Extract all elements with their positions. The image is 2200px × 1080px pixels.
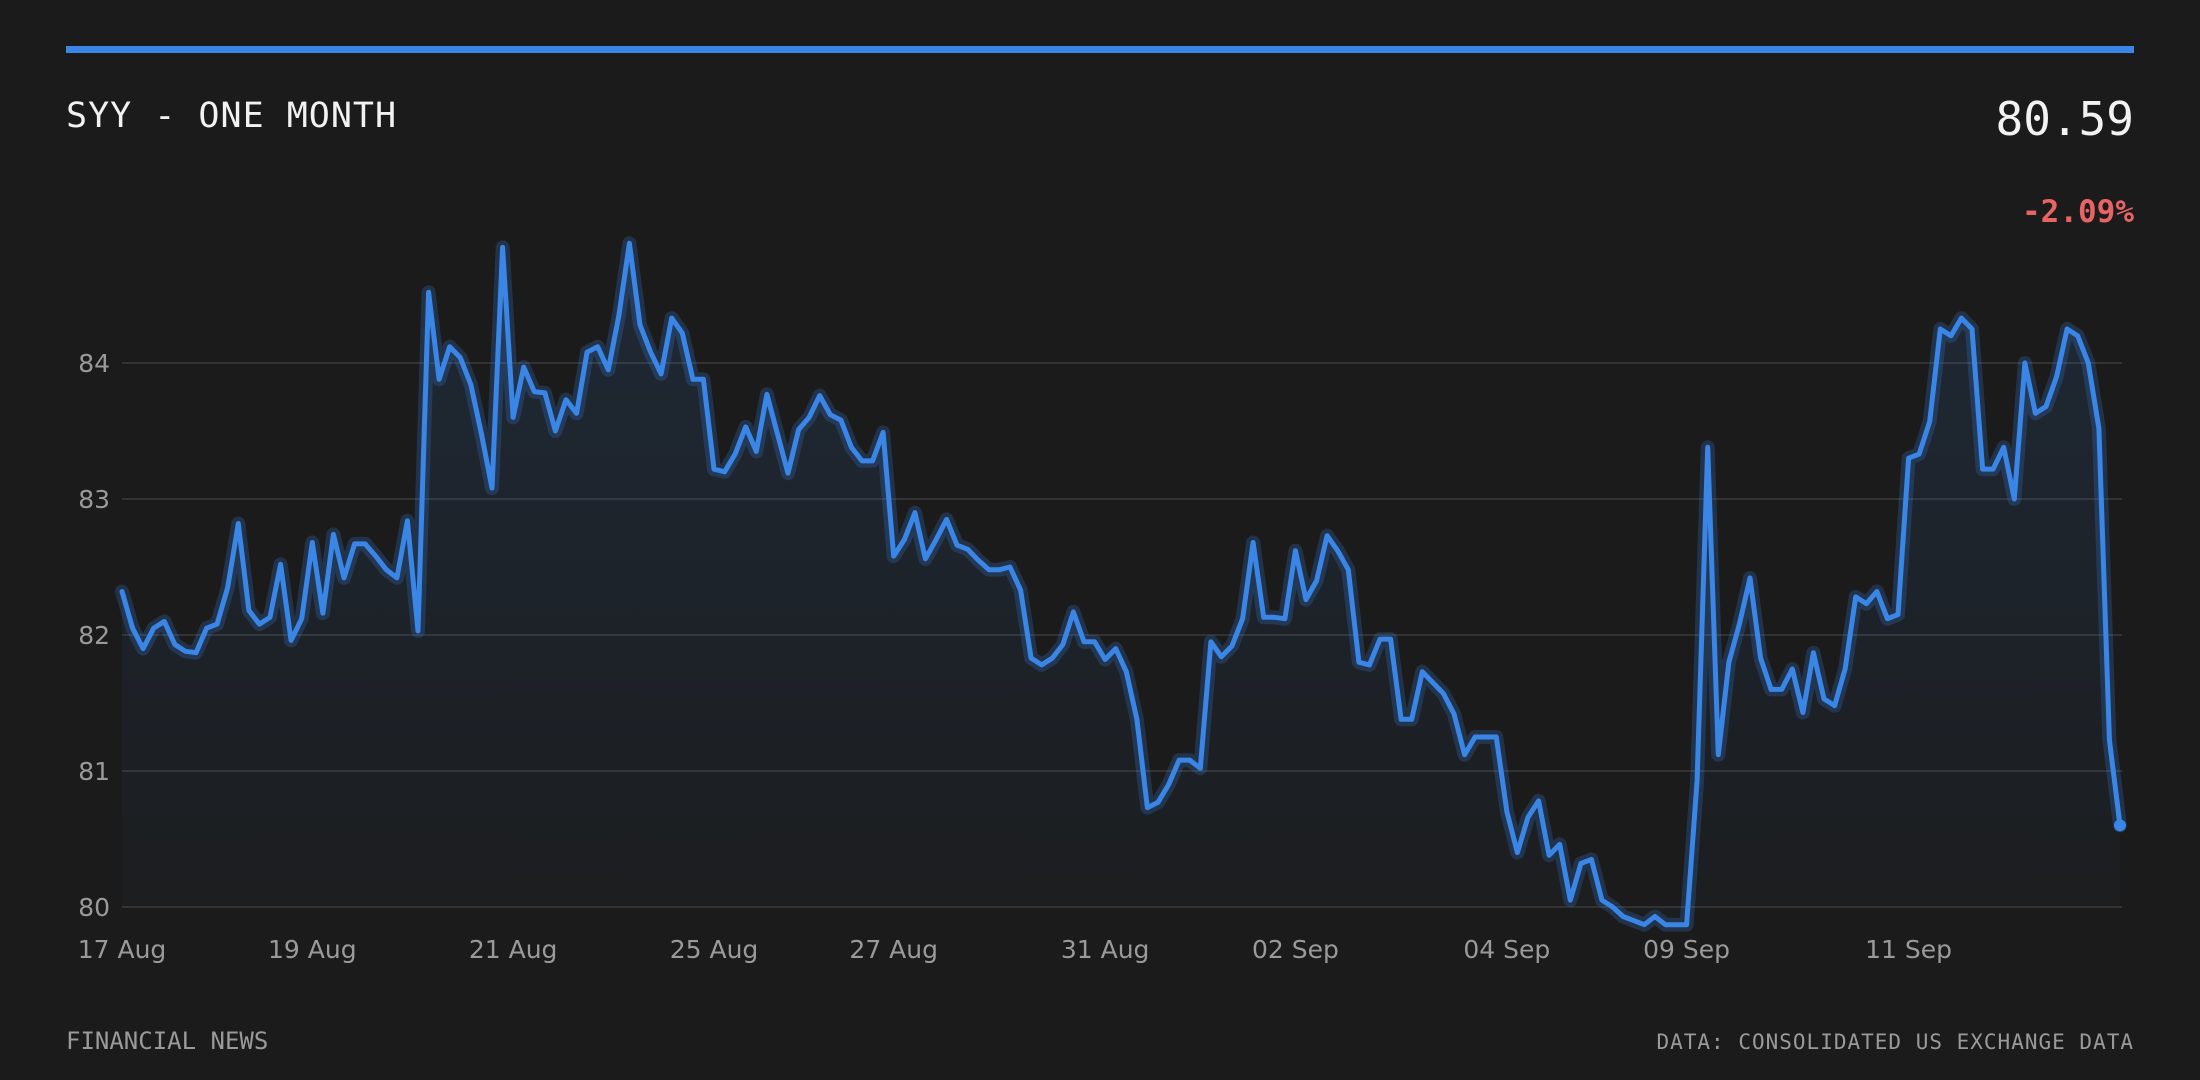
price-line xyxy=(119,240,2123,928)
footer-source-right: DATA: CONSOLIDATED US EXCHANGE DATA xyxy=(1656,1030,2134,1054)
y-tick-label: 81 xyxy=(78,757,110,786)
x-tick-label: 19 Aug xyxy=(268,935,357,964)
label-layer: 80 81 82 83 84 17 Aug 19 Aug 21 Aug 25 Aug 27 Aug… xyxy=(78,349,1952,964)
x-tick-label: 31 Aug xyxy=(1061,935,1150,964)
x-tick-label: 02 Sep xyxy=(1252,935,1339,964)
area-layer xyxy=(122,243,2120,925)
y-tick-label: 82 xyxy=(78,621,110,650)
x-tick-label: 27 Aug xyxy=(849,935,938,964)
y-tick-label: 84 xyxy=(78,349,110,378)
x-tick-label: 25 Aug xyxy=(670,935,759,964)
y-tick-label: 83 xyxy=(78,485,110,514)
last-price-marker xyxy=(2114,819,2126,832)
x-tick-label: 21 Aug xyxy=(469,935,558,964)
line-layer xyxy=(115,236,2127,932)
y-tick-label: 80 xyxy=(78,893,110,922)
price-area xyxy=(122,243,2120,925)
price-change: -2.09% xyxy=(2022,194,2134,230)
chart-title: SYY - ONE MONTH xyxy=(66,96,398,136)
footer-source-left: FINANCIAL NEWS xyxy=(66,1027,269,1055)
accent-bar xyxy=(66,46,2134,53)
x-tick-label: 09 Sep xyxy=(1643,935,1730,964)
current-price: 80.59 xyxy=(1995,92,2134,146)
x-tick-label: 11 Sep xyxy=(1865,935,1952,964)
x-tick-label: 17 Aug xyxy=(78,935,167,964)
x-tick-label: 04 Sep xyxy=(1463,935,1550,964)
